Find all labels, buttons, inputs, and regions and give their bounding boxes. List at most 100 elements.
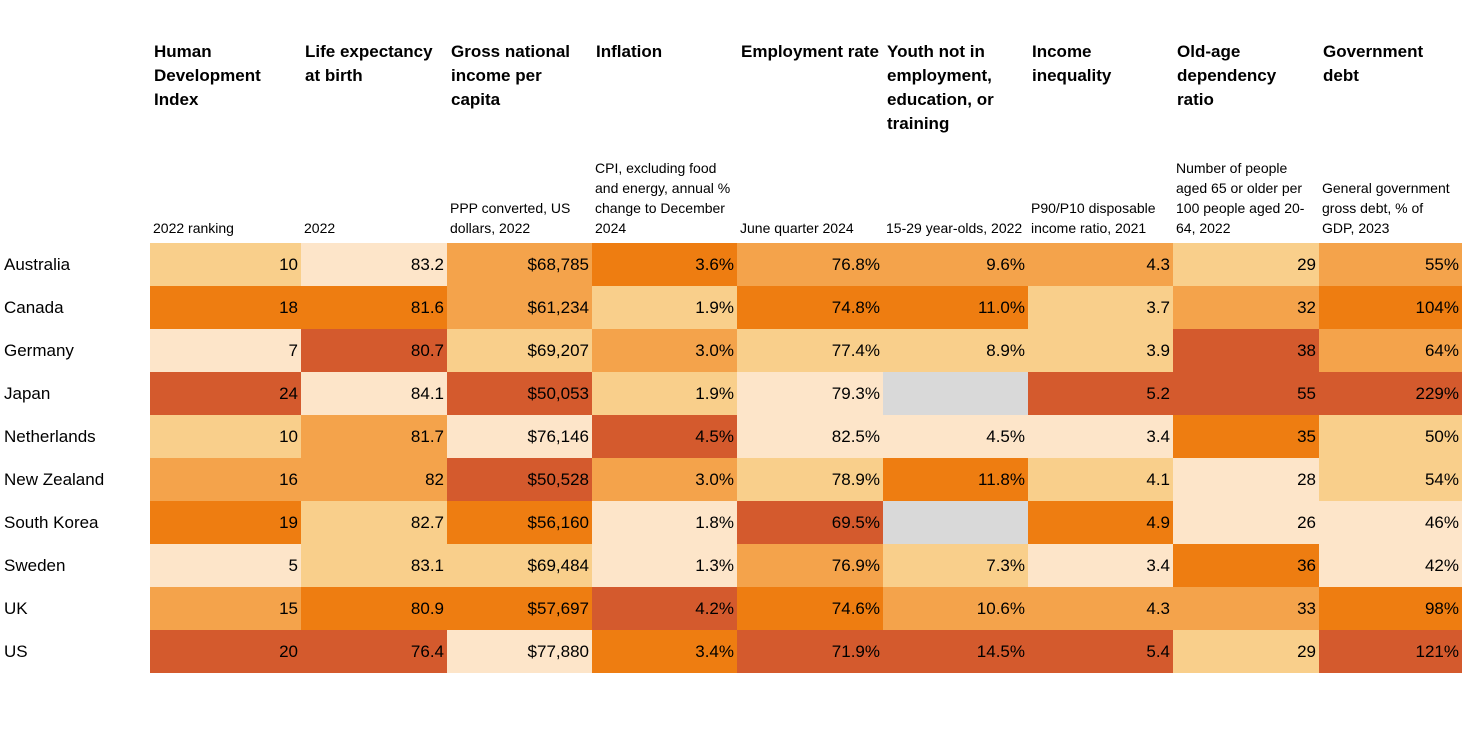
- table-cell: 7.3%: [883, 544, 1028, 587]
- column-title: Income inequality: [1032, 42, 1112, 85]
- table-cell: 10.6%: [883, 587, 1028, 630]
- table-cell: 80.9: [301, 587, 447, 630]
- table-cell: 76.4: [301, 630, 447, 673]
- table-cell: $76,146: [447, 415, 592, 458]
- table-cell: 3.0%: [592, 329, 737, 372]
- table-cell: 229%: [1319, 372, 1462, 415]
- table-cell: 28: [1173, 458, 1319, 501]
- table-cell: $61,234: [447, 286, 592, 329]
- table-cell: 4.9: [1028, 501, 1173, 544]
- row-label: Sweden: [4, 556, 66, 575]
- column-header: Human Development Index 2022 ranking: [150, 40, 301, 240]
- table-cell: 1.9%: [592, 372, 737, 415]
- table-cell: 15: [150, 587, 301, 630]
- table-cell: 82: [301, 458, 447, 501]
- table-cell: 3.6%: [592, 243, 737, 286]
- table-cell: 3.4: [1028, 415, 1173, 458]
- table-cell: 24: [150, 372, 301, 415]
- table-cell: 81.7: [301, 415, 447, 458]
- table-cell: 5.2: [1028, 372, 1173, 415]
- table-cell: 11.8%: [883, 458, 1028, 501]
- table-cell: 5.4: [1028, 630, 1173, 673]
- table-cell: 77.4%: [737, 329, 883, 372]
- row-label: Netherlands: [4, 427, 96, 446]
- column-subtitle: General government gross debt, % of GDP,…: [1322, 180, 1450, 236]
- table-cell: 7: [150, 329, 301, 372]
- column-title: Employment rate: [741, 42, 879, 61]
- column-subtitle: Number of people aged 65 or older per 10…: [1176, 160, 1305, 236]
- table-cell: 80.7: [301, 329, 447, 372]
- row-label: UK: [4, 599, 28, 618]
- table-cell: 121%: [1319, 630, 1462, 673]
- table-cell: 10: [150, 243, 301, 286]
- table-cell: 1.9%: [592, 286, 737, 329]
- column-subtitle: June quarter 2024: [740, 220, 854, 236]
- table-cell: 38: [1173, 329, 1319, 372]
- table-cell: $50,528: [447, 458, 592, 501]
- table-cell: 1.8%: [592, 501, 737, 544]
- column-subtitle: 2022 ranking: [153, 220, 234, 236]
- table-cell: 69.5%: [737, 501, 883, 544]
- table-cell: 104%: [1319, 286, 1462, 329]
- table-cell: 81.6: [301, 286, 447, 329]
- table-cell: $57,697: [447, 587, 592, 630]
- column-header: Employment rate June quarter 2024: [737, 40, 883, 240]
- column-header: Life expectancy at birth 2022: [301, 40, 447, 240]
- table-cell: 74.8%: [737, 286, 883, 329]
- table-cell: 83.2: [301, 243, 447, 286]
- table-cell: 5: [150, 544, 301, 587]
- table-cell: 4.5%: [592, 415, 737, 458]
- row-label: Canada: [4, 298, 64, 317]
- table-cell: 4.3: [1028, 243, 1173, 286]
- table-cell: 3.0%: [592, 458, 737, 501]
- table-cell: 76.9%: [737, 544, 883, 587]
- table-cell: $69,207: [447, 329, 592, 372]
- table-cell: 19: [150, 501, 301, 544]
- table-cell: [883, 372, 1028, 415]
- table-cell: 1.3%: [592, 544, 737, 587]
- table-cell: 98%: [1319, 587, 1462, 630]
- table-cell: $68,785: [447, 243, 592, 286]
- table-cell: 4.5%: [883, 415, 1028, 458]
- table-cell: 36: [1173, 544, 1319, 587]
- column-header: Income inequality P90/P10 disposable inco…: [1028, 40, 1173, 240]
- table-cell: 42%: [1319, 544, 1462, 587]
- table-cell: 83.1: [301, 544, 447, 587]
- table-cell: 32: [1173, 286, 1319, 329]
- column-title: Life expectancy at birth: [305, 42, 433, 85]
- table-cell: 50%: [1319, 415, 1462, 458]
- table-cell: 76.8%: [737, 243, 883, 286]
- row-label: Japan: [4, 384, 51, 403]
- table-cell: 35: [1173, 415, 1319, 458]
- table-cell: 54%: [1319, 458, 1462, 501]
- table-cell: 79.3%: [737, 372, 883, 415]
- column-title: Youth not in employment, education, or t…: [887, 42, 994, 133]
- table-cell: 8.9%: [883, 329, 1028, 372]
- table-cell: 10: [150, 415, 301, 458]
- column-header: Government debt General government gross …: [1319, 40, 1462, 240]
- table-cell: 84.1: [301, 372, 447, 415]
- table-cell: 26: [1173, 501, 1319, 544]
- table-cell: 16: [150, 458, 301, 501]
- column-subtitle: PPP converted, US dollars, 2022: [450, 200, 571, 236]
- row-label: US: [4, 642, 28, 661]
- table-cell: 4.3: [1028, 587, 1173, 630]
- table-cell: [883, 501, 1028, 544]
- column-header: Youth not in employment, education, or t…: [883, 40, 1028, 240]
- row-label: Germany: [4, 341, 74, 360]
- table-cell: 82.7: [301, 501, 447, 544]
- table-cell: 46%: [1319, 501, 1462, 544]
- table-cell: 3.7: [1028, 286, 1173, 329]
- table-cell: $50,053: [447, 372, 592, 415]
- row-label: South Korea: [4, 513, 99, 532]
- table-cell: 74.6%: [737, 587, 883, 630]
- column-subtitle: 2022: [304, 220, 336, 236]
- table-cell: $56,160: [447, 501, 592, 544]
- table-cell: 29: [1173, 630, 1319, 673]
- column-subtitle: CPI, excluding food and energy, annual %…: [595, 160, 731, 236]
- column-title: Inflation: [596, 42, 663, 61]
- column-header: Old-age dependency ratio Number of people…: [1173, 40, 1319, 240]
- table-cell: 78.9%: [737, 458, 883, 501]
- table-cell: 33: [1173, 587, 1319, 630]
